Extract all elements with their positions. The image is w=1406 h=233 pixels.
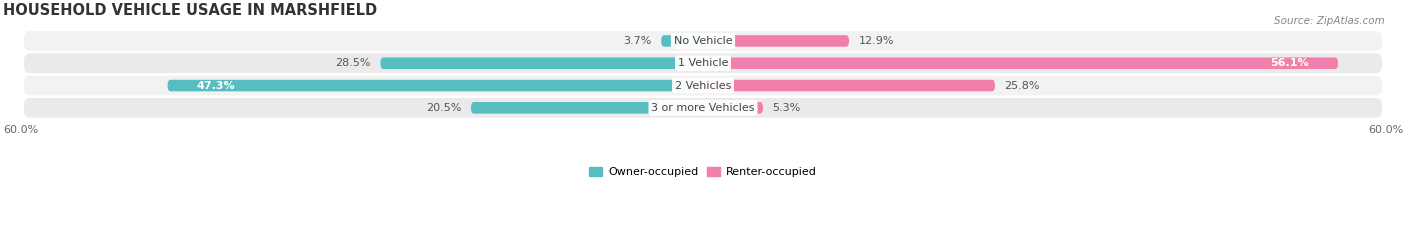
Text: HOUSEHOLD VEHICLE USAGE IN MARSHFIELD: HOUSEHOLD VEHICLE USAGE IN MARSHFIELD <box>3 3 377 18</box>
Text: No Vehicle: No Vehicle <box>673 36 733 46</box>
Text: 47.3%: 47.3% <box>197 81 235 91</box>
Text: 20.5%: 20.5% <box>426 103 461 113</box>
Text: 60.0%: 60.0% <box>1368 125 1403 134</box>
FancyBboxPatch shape <box>24 31 1382 51</box>
FancyBboxPatch shape <box>24 98 1382 118</box>
FancyBboxPatch shape <box>703 58 1339 69</box>
Text: 3 or more Vehicles: 3 or more Vehicles <box>651 103 755 113</box>
Text: 1 Vehicle: 1 Vehicle <box>678 58 728 68</box>
FancyBboxPatch shape <box>703 35 849 47</box>
FancyBboxPatch shape <box>471 102 703 114</box>
Text: 25.8%: 25.8% <box>1004 81 1040 91</box>
Text: 2 Vehicles: 2 Vehicles <box>675 81 731 91</box>
Text: 5.3%: 5.3% <box>772 103 800 113</box>
FancyBboxPatch shape <box>703 102 763 114</box>
FancyBboxPatch shape <box>661 35 703 47</box>
FancyBboxPatch shape <box>381 58 703 69</box>
Text: 56.1%: 56.1% <box>1270 58 1309 68</box>
Text: 28.5%: 28.5% <box>336 58 371 68</box>
FancyBboxPatch shape <box>703 80 995 91</box>
Text: 60.0%: 60.0% <box>3 125 38 134</box>
Legend: Owner-occupied, Renter-occupied: Owner-occupied, Renter-occupied <box>585 163 821 182</box>
Text: 12.9%: 12.9% <box>859 36 894 46</box>
FancyBboxPatch shape <box>167 80 703 91</box>
Text: Source: ZipAtlas.com: Source: ZipAtlas.com <box>1274 16 1385 26</box>
FancyBboxPatch shape <box>24 53 1382 73</box>
Text: 3.7%: 3.7% <box>623 36 652 46</box>
FancyBboxPatch shape <box>24 76 1382 95</box>
